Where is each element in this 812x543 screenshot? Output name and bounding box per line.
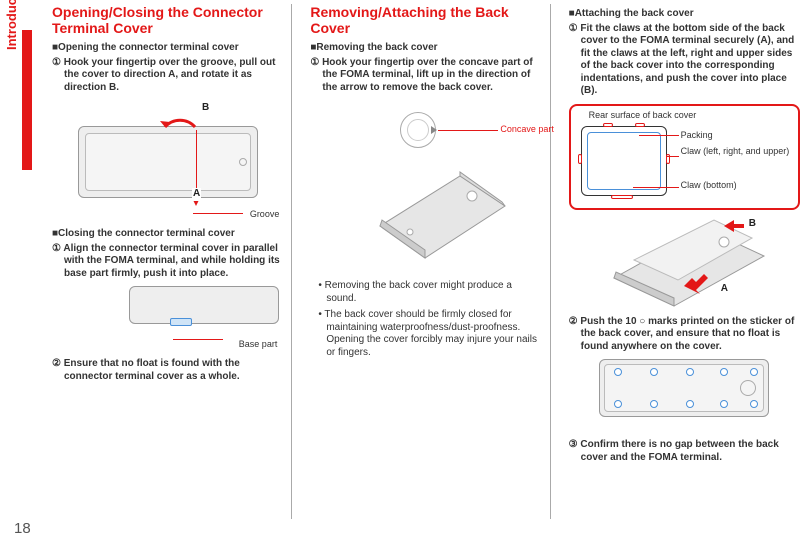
col1-step-open: ① Hook your fingertip over the groove, p…: [52, 57, 283, 95]
concave-label: Concave part: [500, 124, 554, 135]
columns: Opening/Closing the Connector Terminal C…: [44, 4, 808, 519]
col3-sub-attach: ■Attaching the back cover: [569, 8, 800, 21]
col-2: Removing/Attaching the Back Cover ■Remov…: [302, 4, 550, 519]
col1-heading: Opening/Closing the Connector Terminal C…: [52, 4, 283, 36]
packing-label: Packing: [681, 130, 713, 141]
claw-bottom-label: Claw (bottom): [681, 180, 737, 191]
marker-a: A: [192, 188, 201, 201]
col1-figure-open: B A Groove: [52, 100, 283, 220]
col1-step-close1: ① Align the connector terminal cover in …: [52, 243, 283, 281]
base-label: Base part: [239, 339, 278, 350]
box-title: Rear surface of back cover: [589, 110, 794, 121]
col2-figure: Concave part: [310, 100, 541, 272]
claw-sides-label: Claw (left, right, and upper): [681, 146, 799, 157]
magnifier-icon: [400, 112, 436, 148]
col3-step1: ① Fit the claws at the bottom side of th…: [569, 23, 800, 98]
col3-figure-dev: B A: [569, 216, 800, 308]
side-tab: Introduction: [4, 0, 19, 50]
col1-sub-close: ■Closing the connector terminal cover: [52, 228, 283, 241]
col2-note2: • The back cover should be firmly closed…: [310, 309, 541, 359]
groove-label: Groove: [250, 209, 280, 220]
col3-box: Rear surface of back cover Packing Claw …: [569, 104, 800, 210]
col3-step3: ③ Confirm there is no gap between the ba…: [569, 439, 800, 464]
col2-heading: Removing/Attaching the Back Cover: [310, 4, 541, 36]
marker-b: B: [202, 102, 209, 115]
col3-step2: ② Push the 10 ○ marks printed on the sti…: [569, 316, 800, 354]
col1-step-close2: ② Ensure that no float is found with the…: [52, 358, 283, 383]
page-number: 18: [14, 520, 31, 537]
col2-step-remove: ① Hook your fingertip over the concave p…: [310, 57, 541, 95]
col-1: Opening/Closing the Connector Terminal C…: [44, 4, 292, 519]
col3-figure-marks: [569, 359, 800, 431]
col1-figure-close: Base part: [52, 286, 283, 350]
side-bar: [22, 30, 32, 170]
col1-sub-open: ■Opening the connector terminal cover: [52, 42, 283, 55]
col2-note1: • Removing the back cover might produce …: [310, 280, 541, 305]
col-3: ■Attaching the back cover ① Fit the claw…: [561, 4, 808, 519]
col3-marker-a: A: [721, 283, 728, 296]
col2-sub-remove: ■Removing the back cover: [310, 42, 541, 55]
col3-marker-b: B: [749, 218, 756, 231]
